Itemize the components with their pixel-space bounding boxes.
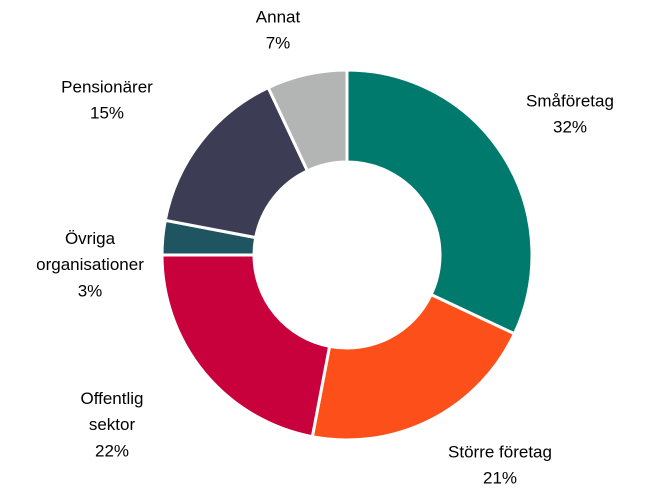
slice-label: Småföretag [526,91,614,110]
slice-value-label: 15% [90,103,124,122]
donut-slice [310,292,517,442]
slice-value-label: 32% [553,117,587,136]
donut-slice [266,68,349,173]
slice-label: Pensionärer [61,77,153,96]
slice-label: Offentlig sektor [80,389,143,434]
donut-slice [163,85,310,240]
slice-label: Övriga organisationer [36,229,144,274]
slice-value-label: 7% [266,33,291,52]
donut-slice [345,68,534,336]
slice-label: Större företag [448,442,552,461]
slice-label: Annat [256,7,301,26]
donut-slice [160,253,332,439]
slice-value-label: 21% [483,468,517,487]
slice-value-label: 22% [95,441,129,460]
slice-value-label: 3% [78,281,103,300]
